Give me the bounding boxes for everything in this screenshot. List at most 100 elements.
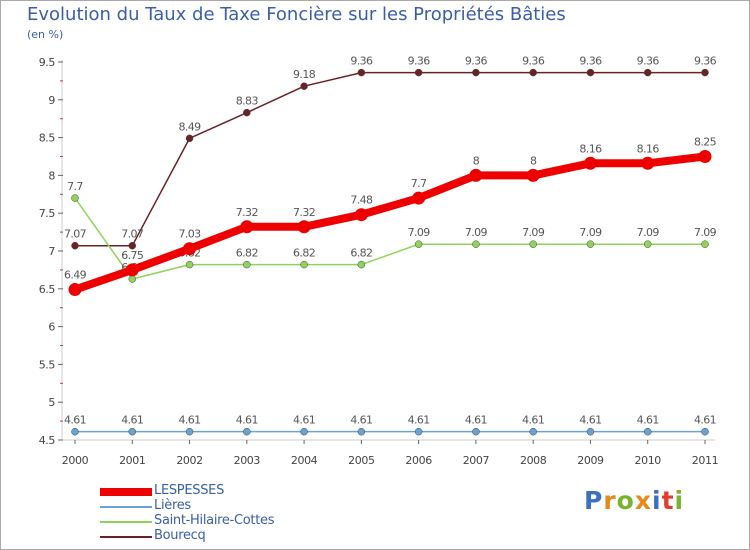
data-label: 7.7 <box>411 177 427 190</box>
x-tick-label: 2004 <box>291 454 318 467</box>
series-line-bourecq <box>75 71 705 247</box>
data-label: 6.82 <box>350 247 372 260</box>
proxiti-logo: Proxiti <box>584 486 684 515</box>
y-tick-label: 7 <box>48 245 55 258</box>
data-point <box>128 241 137 250</box>
data-point <box>641 156 655 170</box>
legend-swatch <box>100 487 152 496</box>
legend-swatch <box>100 520 152 523</box>
data-point <box>643 68 652 77</box>
x-tick-label: 2011 <box>692 454 718 467</box>
data-point <box>472 240 480 248</box>
y-tick-label: 9 <box>48 94 55 107</box>
data-label: 7.09 <box>694 226 717 239</box>
data-point <box>68 283 82 297</box>
data-point <box>128 275 137 283</box>
data-label: 4.61 <box>579 414 601 427</box>
data-point <box>701 68 709 77</box>
x-tick-label: 2002 <box>176 454 202 467</box>
y-tick-label: 5 <box>48 396 55 409</box>
x-tick-label: 2007 <box>463 454 490 467</box>
chart-title: Evolution du Taux de Taxe Foncière sur l… <box>27 4 566 25</box>
data-point <box>412 191 426 205</box>
data-point <box>243 260 251 269</box>
data-label: 8 <box>530 154 537 167</box>
y-tick-label: 8.5 <box>39 132 56 145</box>
data-label: 8 <box>473 154 480 167</box>
data-point <box>586 427 595 436</box>
data-label: 4.61 <box>121 414 143 427</box>
data-point <box>414 68 423 77</box>
logo-letter: x <box>634 486 652 515</box>
data-label: 7.48 <box>350 194 373 207</box>
data-label: 8.25 <box>694 136 717 149</box>
data-label: 4.61 <box>694 414 716 427</box>
data-point <box>300 82 308 90</box>
y-tick-label: 9.5 <box>39 56 56 69</box>
data-label: 9.36 <box>522 55 545 68</box>
y-tick-label: 8 <box>48 169 55 182</box>
x-tick-label: 2000 <box>62 454 89 467</box>
data-point <box>357 260 366 269</box>
data-point <box>243 108 251 117</box>
data-label: 6.82 <box>236 247 258 260</box>
x-tick-label: 2006 <box>405 454 432 467</box>
data-point <box>71 427 79 436</box>
data-point <box>472 427 480 436</box>
data-label: 8.83 <box>236 95 259 108</box>
x-tick-label: 2010 <box>635 454 662 467</box>
data-point <box>185 260 194 269</box>
data-label: 4.61 <box>408 414 430 427</box>
logo-letter: i <box>674 486 685 515</box>
data-label: 7.09 <box>408 226 431 239</box>
data-point <box>185 134 194 143</box>
legend-label: Lières <box>154 498 191 513</box>
x-tick-label: 2001 <box>119 454 145 467</box>
x-tick-label: 2003 <box>234 454 261 467</box>
data-label: 7.09 <box>637 226 660 239</box>
data-point <box>183 242 197 256</box>
data-point <box>300 260 308 269</box>
data-point <box>71 194 79 202</box>
data-label: 9.18 <box>293 68 316 81</box>
data-point <box>701 427 709 436</box>
data-point <box>643 240 652 248</box>
data-point <box>243 427 251 436</box>
data-point <box>300 427 308 436</box>
logo-letter: r <box>603 486 617 515</box>
data-label: 4.61 <box>178 414 200 427</box>
series-line-saint-hilaire-cottes <box>74 197 705 280</box>
y-tick-label: 5.5 <box>39 358 56 371</box>
data-label: 4.61 <box>522 414 544 427</box>
data-label: 4.61 <box>350 414 372 427</box>
data-label: 7.07 <box>64 228 87 241</box>
data-point <box>354 208 368 222</box>
data-point <box>357 68 366 77</box>
data-label: 8.16 <box>579 142 602 155</box>
data-label: 7.07 <box>121 228 144 241</box>
data-point <box>297 220 311 234</box>
data-point <box>185 427 194 436</box>
y-axis-unit: (en %) <box>27 28 64 41</box>
data-label: 6.49 <box>64 269 87 282</box>
line-chart: 4.5 5 5.5 6 6.5 7 7.5 8 8.5 9 9.5 2000 2001 2002 2003 2… <box>39 55 719 467</box>
data-label: 4.61 <box>465 414 487 427</box>
logo-letter: i <box>652 486 662 515</box>
data-point <box>240 220 254 234</box>
data-label: 9.36 <box>579 55 602 68</box>
data-label: 7.03 <box>178 228 201 241</box>
legend-label: Bourecq <box>154 528 206 543</box>
data-label: 9.36 <box>694 55 717 68</box>
data-label: 4.61 <box>637 414 659 427</box>
data-point <box>414 427 423 436</box>
logo-letter: o <box>616 486 635 515</box>
data-label: 4.61 <box>64 414 86 427</box>
x-tick-label: 2009 <box>577 454 604 467</box>
legend-label: LESPESSES <box>154 483 225 498</box>
data-point <box>71 241 79 250</box>
data-label: 9.36 <box>408 55 431 68</box>
data-label: 9.36 <box>637 55 660 68</box>
y-tick-label: 6 <box>48 321 55 334</box>
logo-letter: P <box>584 486 604 515</box>
series-line-lespesses <box>73 152 706 294</box>
